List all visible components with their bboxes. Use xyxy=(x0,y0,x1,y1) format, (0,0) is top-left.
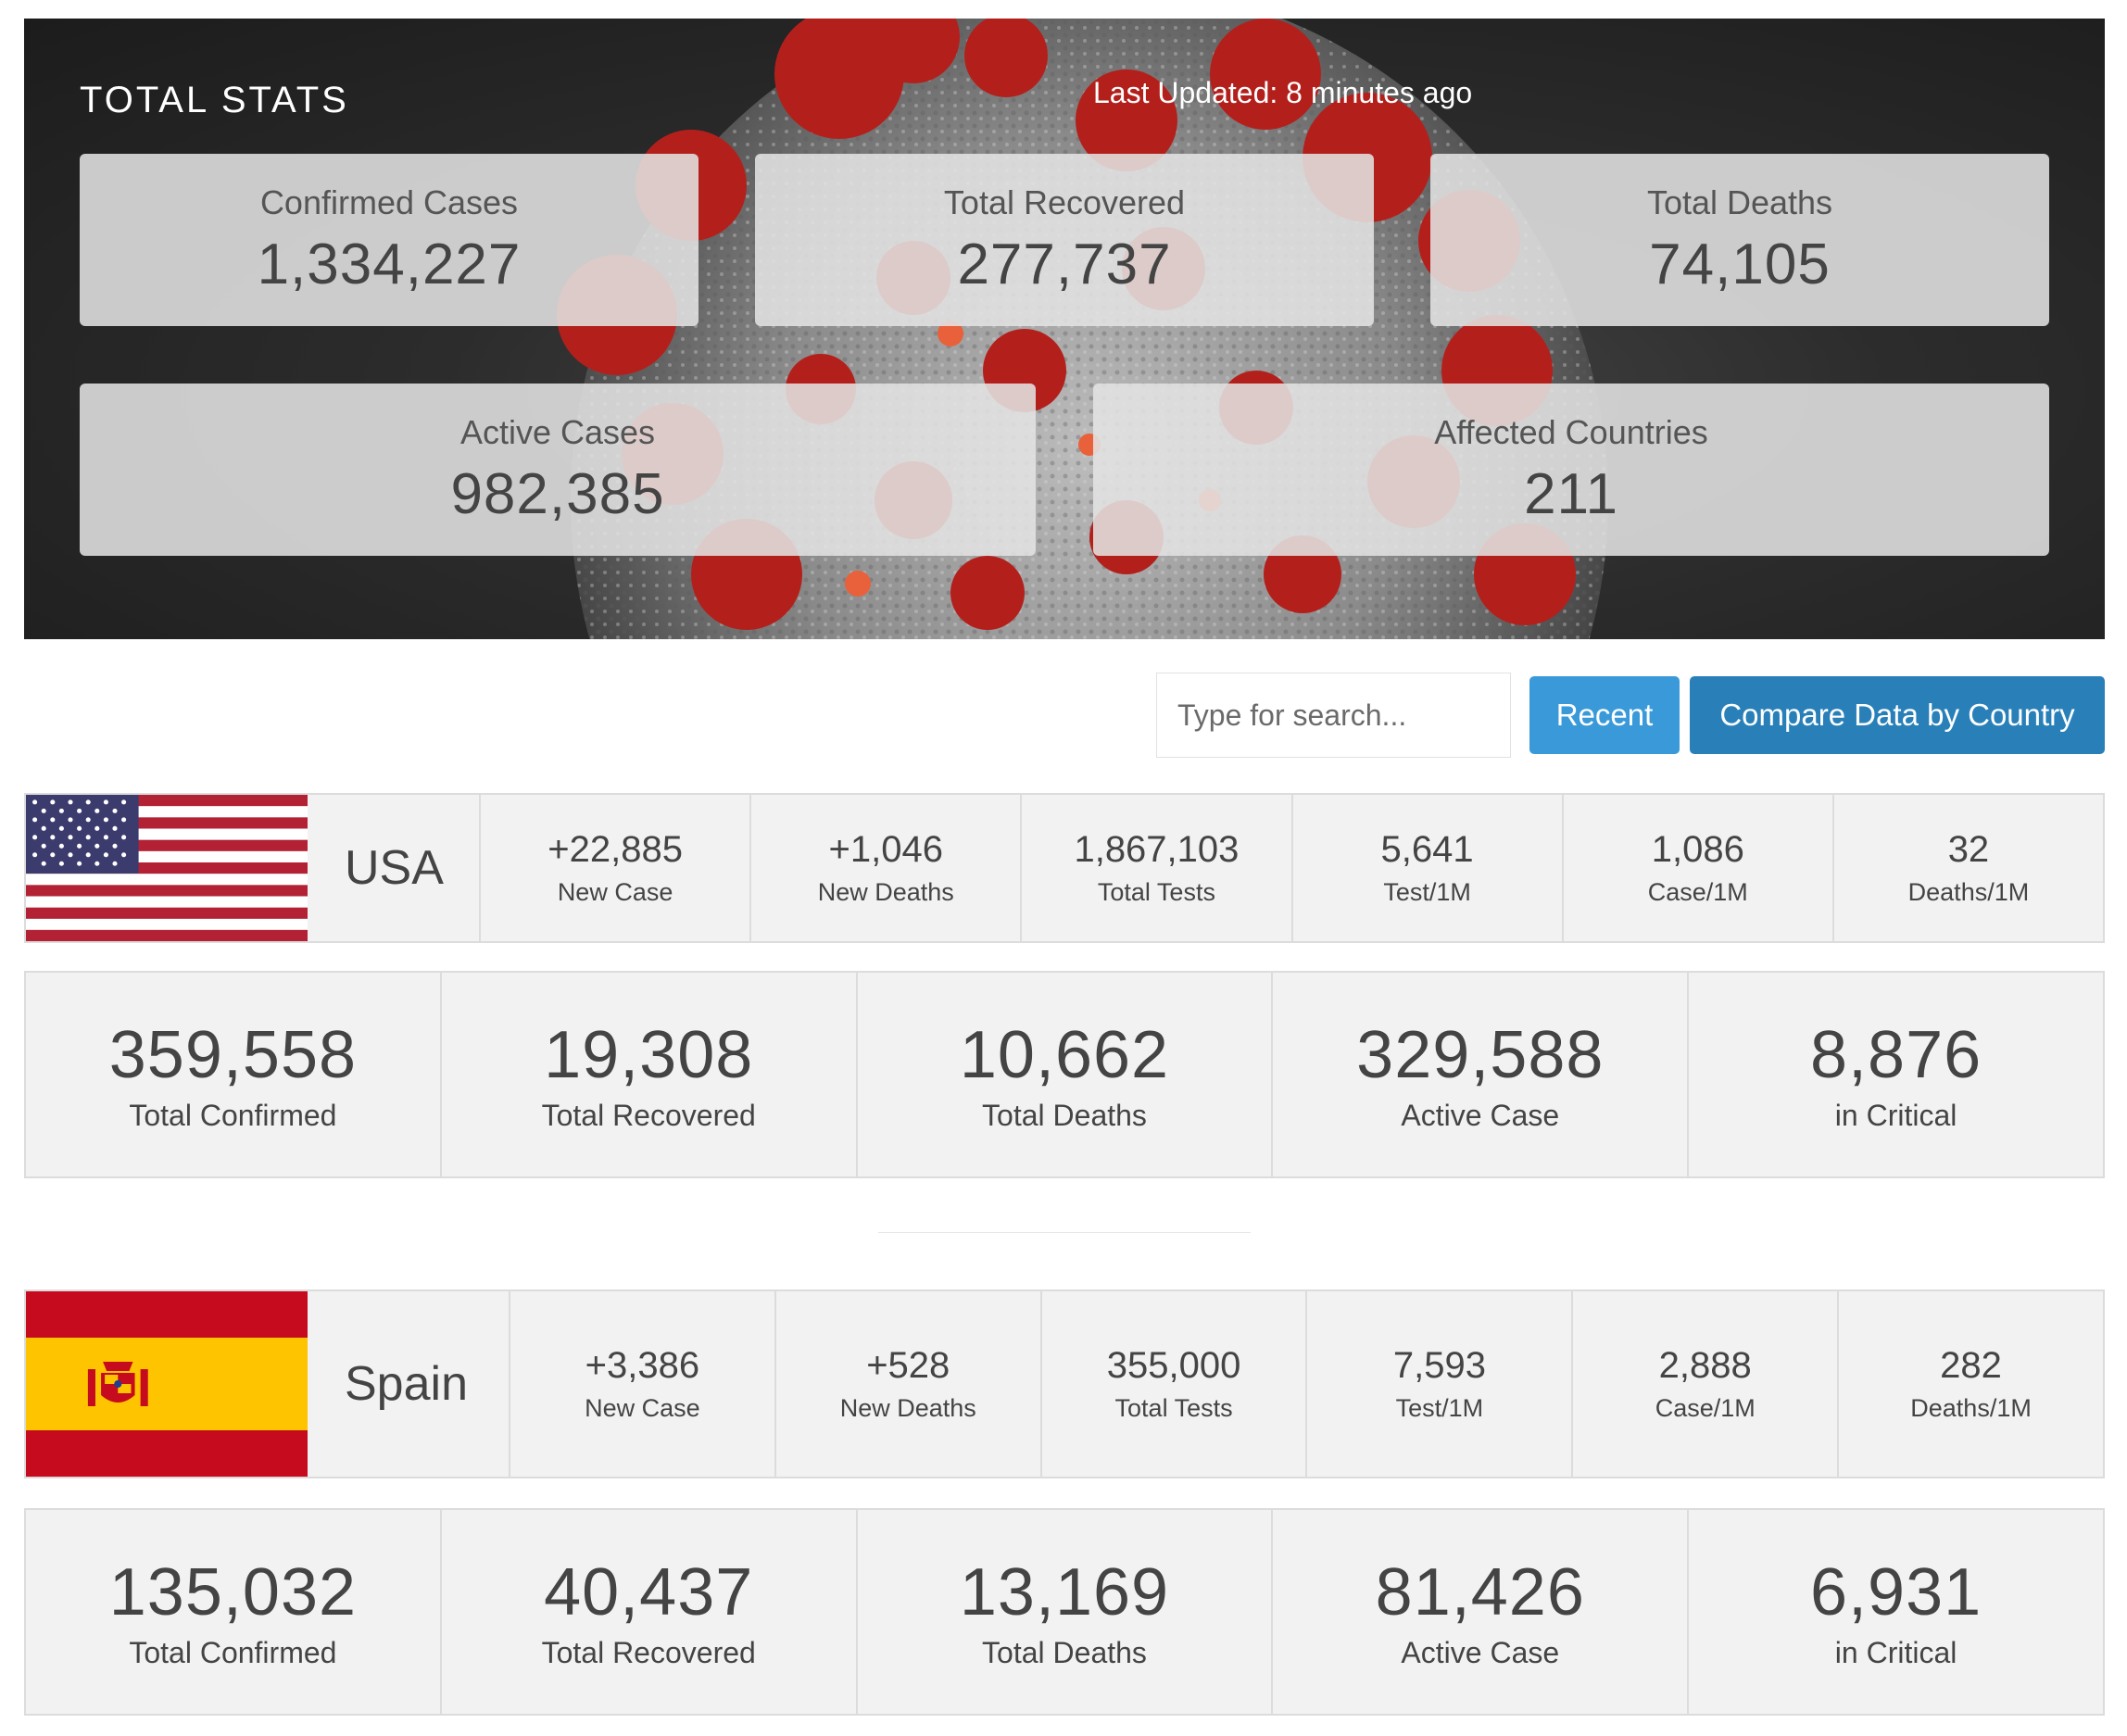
stat-label: Total Recovered xyxy=(943,183,1186,221)
mini-label: New Deaths xyxy=(839,1394,976,1422)
mini-label: New Case xyxy=(585,1394,700,1422)
big-value: 329,588 xyxy=(1356,1017,1605,1092)
mini-value: 32 xyxy=(1947,829,1990,870)
active-case-cell: 329,588 Active Case xyxy=(1273,973,1690,1176)
total-tests-cell: 355,000 Total Tests xyxy=(1042,1291,1308,1477)
new-case-cell: +3,386 New Case xyxy=(510,1291,776,1477)
last-updated-text: Last Updated: 8 minutes ago xyxy=(1093,76,1473,109)
stat-value: 277,737 xyxy=(957,233,1172,296)
big-label: Total Deaths xyxy=(982,1098,1147,1132)
stat-label: Total Deaths xyxy=(1646,183,1833,221)
country-name: USA xyxy=(345,841,444,895)
country-header: USA xyxy=(26,795,481,941)
big-value: 13,169 xyxy=(959,1554,1170,1629)
total-recovered-cell: 40,437 Total Recovered xyxy=(442,1510,858,1714)
mini-label: Test/1M xyxy=(1383,878,1471,906)
stat-label: Confirmed Cases xyxy=(259,183,519,221)
search-input[interactable] xyxy=(1156,673,1511,758)
test-per-1m-cell: 5,641 Test/1M xyxy=(1293,795,1564,941)
big-label: Total Deaths xyxy=(982,1635,1147,1669)
case-per-1m-cell: 1,086 Case/1M xyxy=(1564,795,1834,941)
big-value: 135,032 xyxy=(108,1554,358,1629)
total-stats-hero: TOTAL STATS Last Updated: 8 minutes ago … xyxy=(24,19,2105,639)
mini-label: Case/1M xyxy=(1647,878,1748,906)
big-value: 6,931 xyxy=(1809,1554,1982,1629)
country-header: Spain xyxy=(26,1291,510,1477)
stat-value: 1,334,227 xyxy=(257,233,522,296)
big-label: in Critical xyxy=(1834,1635,1957,1669)
country-summary-row-usa: USA +22,885 New Case +1,046 New Deaths 1,8… xyxy=(24,793,2105,943)
big-label: Active Case xyxy=(1401,1098,1560,1132)
big-label: Total Confirmed xyxy=(129,1635,337,1669)
big-value: 8,876 xyxy=(1809,1017,1982,1092)
mini-label: Total Tests xyxy=(1114,1394,1233,1422)
mini-value: +3,386 xyxy=(585,1345,700,1386)
big-value: 359,558 xyxy=(108,1017,358,1092)
country-totals-row-usa: 359,558 Total Confirmed 19,308 Total Recov… xyxy=(24,971,2105,1178)
total-confirmed-cell: 135,032 Total Confirmed xyxy=(26,1510,442,1714)
mini-value: 1,086 xyxy=(1651,829,1744,870)
deaths-per-1m-cell: 282 Deaths/1M xyxy=(1839,1291,2103,1477)
active-cases-card: Active Cases 982,385 xyxy=(80,384,1036,556)
mini-label: Test/1M xyxy=(1395,1394,1484,1422)
stat-label: Affected Countries xyxy=(1434,413,1708,451)
mini-value: 5,641 xyxy=(1380,829,1474,870)
mini-label: Deaths/1M xyxy=(1907,878,2030,906)
stat-value: 211 xyxy=(1524,462,1618,526)
total-recovered-cell: 19,308 Total Recovered xyxy=(442,973,858,1176)
deaths-per-1m-cell: 32 Deaths/1M xyxy=(1834,795,2103,941)
big-label: Total Recovered xyxy=(541,1635,756,1669)
in-critical-cell: 8,876 in Critical xyxy=(1689,973,2103,1176)
stat-value: 982,385 xyxy=(450,462,665,526)
mini-label: Total Tests xyxy=(1097,878,1215,906)
mini-value: 355,000 xyxy=(1106,1345,1241,1386)
mini-value: +528 xyxy=(866,1345,950,1386)
usa-flag-icon xyxy=(26,795,308,941)
compare-by-country-button[interactable]: Compare Data by Country xyxy=(1690,676,2105,754)
new-deaths-cell: +1,046 New Deaths xyxy=(751,795,1023,941)
spain-flag-icon xyxy=(26,1291,308,1477)
stat-value: 74,105 xyxy=(1649,233,1831,296)
big-label: Total Confirmed xyxy=(129,1098,337,1132)
mini-value: 7,593 xyxy=(1392,1345,1486,1386)
new-case-cell: +22,885 New Case xyxy=(481,795,752,941)
active-case-cell: 81,426 Active Case xyxy=(1273,1510,1690,1714)
total-deaths-cell: 10,662 Total Deaths xyxy=(858,973,1274,1176)
big-label: Total Recovered xyxy=(541,1098,756,1132)
mini-value: 1,867,103 xyxy=(1074,829,1240,870)
total-deaths-cell: 13,169 Total Deaths xyxy=(858,1510,1274,1714)
mini-value: +1,046 xyxy=(828,829,943,870)
big-value: 40,437 xyxy=(544,1554,754,1629)
big-value: 19,308 xyxy=(544,1017,754,1092)
country-totals-row-spain: 135,032 Total Confirmed 40,437 Total Recov… xyxy=(24,1508,2105,1716)
confirmed-cases-card: Confirmed Cases 1,334,227 xyxy=(80,154,699,326)
big-value: 10,662 xyxy=(959,1017,1170,1092)
big-value: 81,426 xyxy=(1375,1554,1585,1629)
big-label: Active Case xyxy=(1401,1635,1560,1669)
total-deaths-card: Total Deaths 74,105 xyxy=(1430,154,2049,326)
mini-label: Deaths/1M xyxy=(1910,1394,2032,1422)
total-confirmed-cell: 359,558 Total Confirmed xyxy=(26,973,442,1176)
section-divider xyxy=(878,1232,1251,1233)
big-label: in Critical xyxy=(1834,1098,1957,1132)
case-per-1m-cell: 2,888 Case/1M xyxy=(1573,1291,1840,1477)
affected-countries-card: Affected Countries 211 xyxy=(1093,384,2049,556)
hero-title: TOTAL STATS xyxy=(80,80,349,120)
new-deaths-cell: +528 New Deaths xyxy=(776,1291,1042,1477)
total-tests-cell: 1,867,103 Total Tests xyxy=(1022,795,1293,941)
stat-label: Active Cases xyxy=(459,413,656,451)
in-critical-cell: 6,931 in Critical xyxy=(1689,1510,2103,1714)
mini-label: New Deaths xyxy=(817,878,954,906)
recent-button[interactable]: Recent xyxy=(1529,676,1680,754)
country-summary-row-spain: Spain +3,386 New Case +528 New Deaths 355,… xyxy=(24,1289,2105,1478)
country-name: Spain xyxy=(345,1357,468,1411)
total-recovered-card: Total Recovered 277,737 xyxy=(755,154,1374,326)
mini-label: Case/1M xyxy=(1655,1394,1756,1422)
mini-value: 282 xyxy=(1940,1345,2002,1386)
mini-value: +22,885 xyxy=(547,829,683,870)
mini-value: 2,888 xyxy=(1658,1345,1752,1386)
mini-label: New Case xyxy=(557,878,673,906)
test-per-1m-cell: 7,593 Test/1M xyxy=(1307,1291,1574,1477)
